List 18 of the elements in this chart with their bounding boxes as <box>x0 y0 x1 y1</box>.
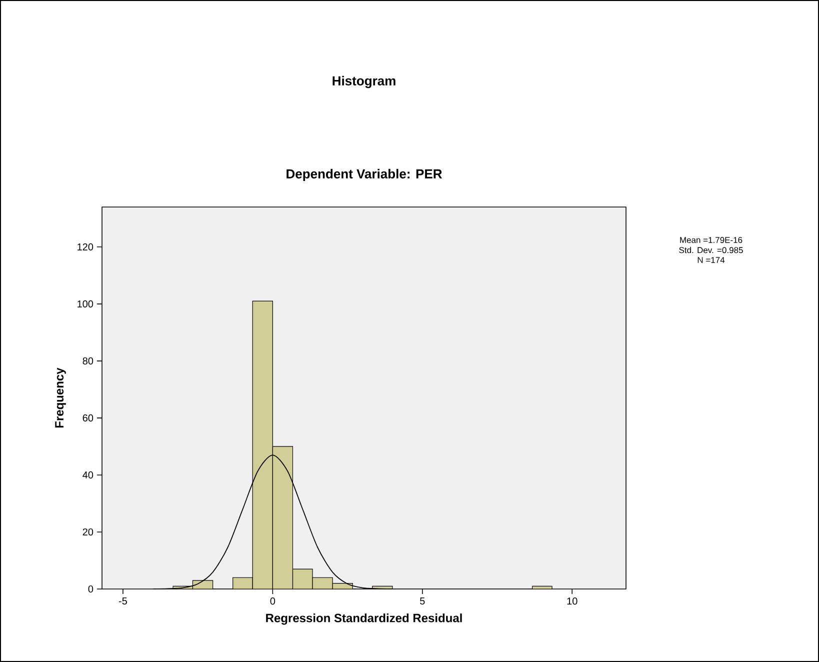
y-tick-label: 40 <box>82 471 94 479</box>
y-axis-title: Frequency <box>55 368 66 428</box>
y-tick-label: 100 <box>78 300 94 308</box>
chart-subtitle: Dependent Variable: PER <box>286 168 442 182</box>
chart-title: Histogram <box>332 76 396 88</box>
y-tick-label: 20 <box>82 528 94 536</box>
y-tick-label: 0 <box>88 585 94 593</box>
x-axis-title: Regression Standardized Residual <box>266 613 462 625</box>
text: Mean =1.79E-16 <box>680 236 742 243</box>
text: Std. Dev. =0.985 <box>679 246 743 254</box>
y-tick-label: 120 <box>78 243 94 250</box>
x-tick-label: -5 <box>118 598 127 605</box>
x-tick-label: 5 <box>420 598 425 605</box>
x-tick-label: 0 <box>270 598 276 605</box>
text: N =174 <box>698 257 725 263</box>
x-tick-label: 10 <box>567 598 578 605</box>
y-tick-label: 60 <box>82 414 94 422</box>
y-tick-label: 80 <box>82 357 94 364</box>
